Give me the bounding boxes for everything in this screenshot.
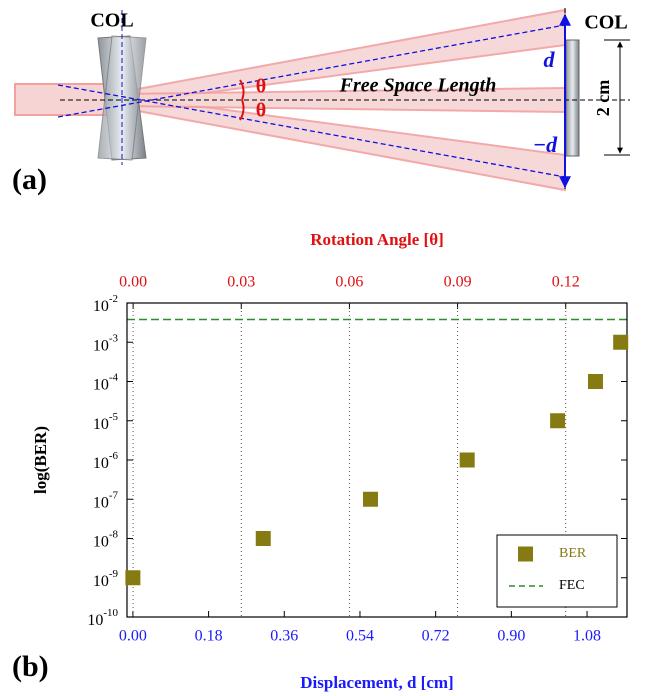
panel-label: (b)	[12, 650, 49, 683]
label: −d	[533, 132, 558, 157]
label: Free Space Length	[339, 75, 497, 97]
y-tick-base: 10	[93, 494, 109, 511]
y-tick-base: 10	[93, 298, 109, 315]
y-tick-exponent: -7	[109, 489, 119, 501]
x2-tick-label: 0.12	[552, 274, 580, 291]
diagram: COL COL Free Space Length d −d θ θ 2 cm …	[12, 8, 630, 196]
y-tick-exponent: -8	[109, 528, 119, 540]
x-axis-title: Displacement, d [cm]	[300, 673, 453, 692]
angle-arc-down	[239, 99, 245, 121]
y-tick-label: 10-6	[93, 450, 119, 472]
y-tick-base: 10	[93, 376, 109, 393]
y-tick-exponent: -3	[109, 332, 119, 344]
y-tick-exponent: -9	[109, 567, 119, 579]
x-tick-label: 0.90	[497, 628, 525, 645]
y-tick-exponent: -6	[109, 450, 119, 462]
y-tick-base: 10	[93, 415, 109, 432]
y-tick-label: 10-9	[93, 567, 119, 589]
point	[125, 570, 141, 586]
x2-tick-label: 0.06	[335, 274, 363, 291]
lens-right	[565, 39, 580, 157]
x-tick-label: 0.00	[119, 628, 147, 645]
label: COL	[584, 12, 627, 34]
chart: 0.00 0.18 0.36 0.54 0.72 0.90 1.08 0.00 0.03 0.06…	[31, 230, 629, 692]
label: d	[544, 47, 556, 72]
y-tick-label: 10-3	[93, 332, 119, 354]
ray-up	[57, 24, 566, 118]
y-tick-label: 10-7	[93, 489, 119, 511]
y-tick-label: 10-10	[87, 607, 118, 629]
y-tick-exponent: -2	[109, 293, 118, 305]
y-tick-base: 10	[87, 612, 103, 629]
x-tick-label: 0.72	[422, 628, 450, 645]
y-tick-base: 10	[93, 337, 109, 354]
x-tick-label: 0.54	[346, 628, 374, 645]
legend-swatch	[518, 546, 533, 562]
angle-arc-up	[239, 79, 245, 101]
legend-label: BER	[559, 546, 587, 561]
panel-label: (a)	[12, 163, 47, 196]
ray-down	[57, 84, 566, 178]
x2-tick-label: 0.03	[227, 274, 255, 291]
point	[587, 374, 603, 389]
y-tick-label: 10-5	[93, 410, 119, 432]
label: 2 cm	[593, 80, 613, 116]
label: θ	[256, 76, 266, 98]
x-tick-label: 1.08	[573, 628, 601, 645]
legend-label: FEC	[559, 578, 585, 593]
y-axis-title: log(BER)	[31, 426, 50, 494]
point	[613, 334, 629, 350]
y-tick-label: 10-8	[93, 528, 119, 550]
label: θ	[256, 100, 266, 122]
x2-tick-label: 0.09	[444, 274, 472, 291]
x-tick-label: 0.36	[270, 628, 298, 645]
y-tick-base: 10	[93, 572, 109, 589]
legend-box	[496, 534, 618, 608]
y-tick-exponent: -10	[103, 607, 118, 619]
label: COL	[90, 10, 133, 32]
y-tick-label: 10-2	[93, 293, 118, 315]
x2-tick-label: 0.00	[119, 274, 147, 291]
point	[362, 491, 378, 507]
y-tick-base: 10	[93, 533, 109, 550]
x2-axis-title: Rotation Angle [θ]	[310, 230, 444, 249]
y-tick-base: 10	[93, 455, 109, 472]
point	[459, 452, 475, 468]
y-tick-exponent: -5	[109, 410, 119, 422]
point	[255, 531, 271, 546]
x-tick-label: 0.18	[195, 628, 223, 645]
point	[550, 413, 566, 429]
y-tick-label: 10-4	[93, 371, 119, 393]
y-tick-exponent: -4	[109, 371, 119, 383]
plot-frame	[126, 302, 628, 618]
